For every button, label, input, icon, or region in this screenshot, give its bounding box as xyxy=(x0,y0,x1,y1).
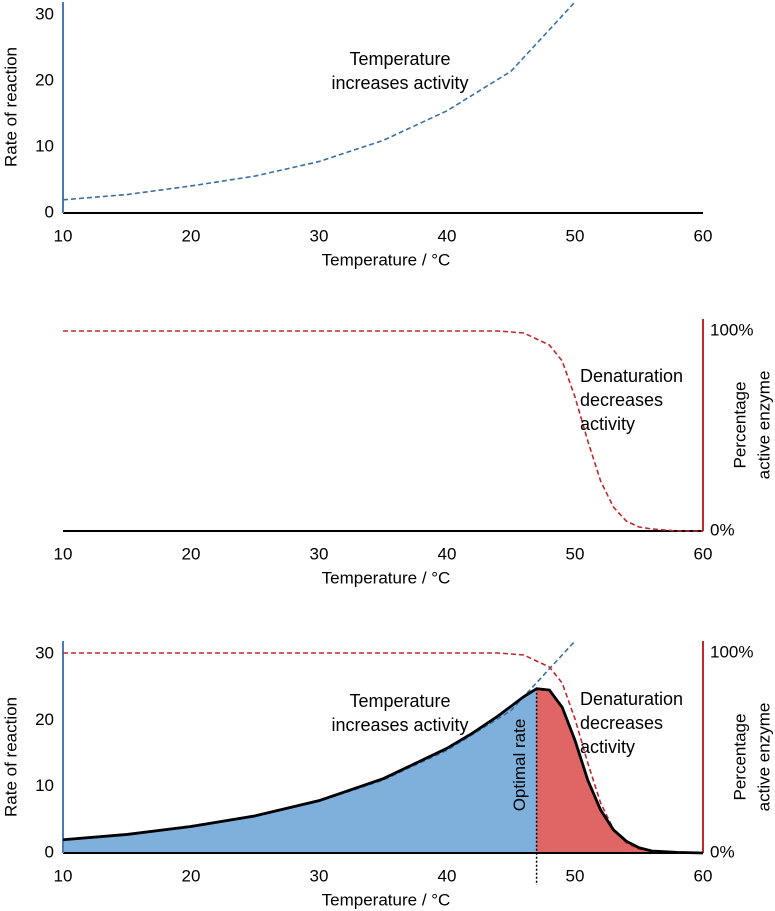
x-axis-label: Temperature / °C xyxy=(322,568,451,587)
y-tick-label: 30 xyxy=(35,644,54,663)
y2-axis-label: Percentage xyxy=(730,382,749,469)
annotation: increases activity xyxy=(331,715,468,735)
x-tick-label: 10 xyxy=(54,544,73,563)
area xyxy=(536,688,703,853)
y-tick-label: 0 xyxy=(45,202,54,221)
x-tick-label: 10 xyxy=(54,866,73,885)
annotation: activity xyxy=(580,414,635,434)
area xyxy=(63,688,537,853)
x-tick-label: 30 xyxy=(310,866,329,885)
x-tick-label: 10 xyxy=(54,226,73,245)
x-tick-label: 60 xyxy=(694,866,713,885)
annotation: decreases xyxy=(580,713,663,733)
annotation: Denaturation xyxy=(580,689,683,709)
y2-axis-label: Percentage xyxy=(730,714,749,801)
x-tick-label: 40 xyxy=(438,544,457,563)
x-tick-label: 60 xyxy=(694,544,713,563)
y-axis-label: Rate of reaction xyxy=(1,47,20,167)
x-tick-label: 20 xyxy=(182,866,201,885)
y-tick-label: 10 xyxy=(35,137,54,156)
x-tick-label: 30 xyxy=(310,544,329,563)
annotation: Temperature xyxy=(349,49,450,69)
y2-tick-label: 0% xyxy=(710,842,735,861)
x-tick-label: 40 xyxy=(438,226,457,245)
x-axis-label: Temperature / °C xyxy=(322,250,451,269)
y2-axis-label: active enzyme xyxy=(754,703,773,812)
y-tick-label: 20 xyxy=(35,710,54,729)
annotation: Denaturation xyxy=(580,366,683,386)
y2-tick-label: 100% xyxy=(710,320,753,339)
annotation: activity xyxy=(580,737,635,757)
x-axis-label: Temperature / °C xyxy=(322,890,451,909)
y-tick-label: 20 xyxy=(35,71,54,90)
x-tick-label: 30 xyxy=(310,226,329,245)
annotation: Temperature xyxy=(349,691,450,711)
x-tick-label: 20 xyxy=(182,226,201,245)
x-tick-label: 40 xyxy=(438,866,457,885)
y-tick-label: 0 xyxy=(45,842,54,861)
y-tick-label: 30 xyxy=(35,5,54,24)
x-tick-label: 60 xyxy=(694,226,713,245)
x-tick-label: 20 xyxy=(182,544,201,563)
line xyxy=(62,687,704,855)
annotation: increases activity xyxy=(331,73,468,93)
y2-tick-label: 0% xyxy=(710,520,735,539)
dashed-line xyxy=(62,1,576,201)
x-tick-label: 50 xyxy=(566,226,585,245)
x-tick-label: 50 xyxy=(566,866,585,885)
annotation: decreases xyxy=(580,390,663,410)
optimal-label: Optimal rate xyxy=(510,719,529,812)
dashed-line xyxy=(63,330,703,532)
y-axis-label: Rate of reaction xyxy=(1,697,20,817)
y-tick-label: 10 xyxy=(35,776,54,795)
dashed-line xyxy=(63,652,703,854)
y2-tick-label: 100% xyxy=(710,642,753,661)
x-tick-label: 50 xyxy=(566,544,585,563)
y2-axis-label: active enzyme xyxy=(754,371,773,480)
